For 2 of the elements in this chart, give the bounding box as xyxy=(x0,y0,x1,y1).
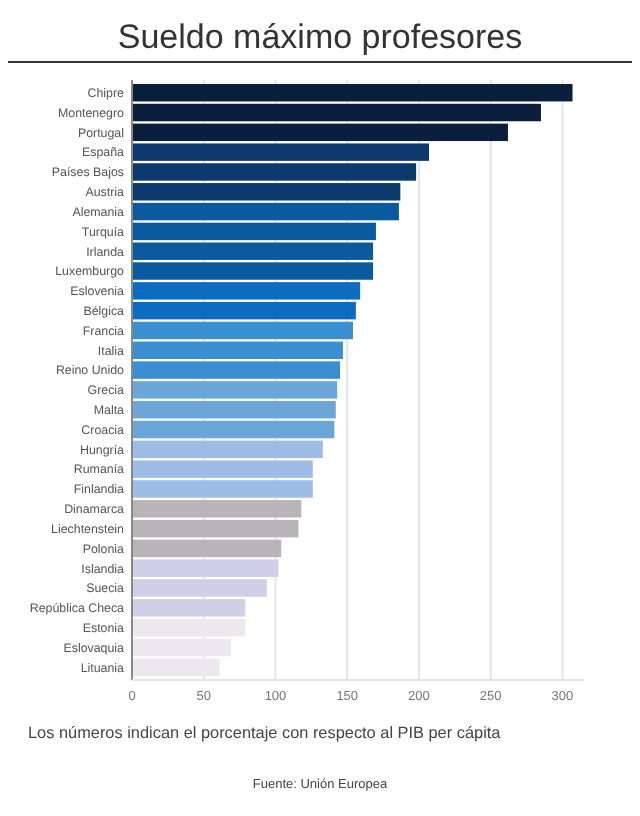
text: Los números indican el porcentaje con respecto al PIB per cápita xyxy=(28,724,502,742)
chart-title: Sueldo máximo profesores xyxy=(117,18,523,56)
